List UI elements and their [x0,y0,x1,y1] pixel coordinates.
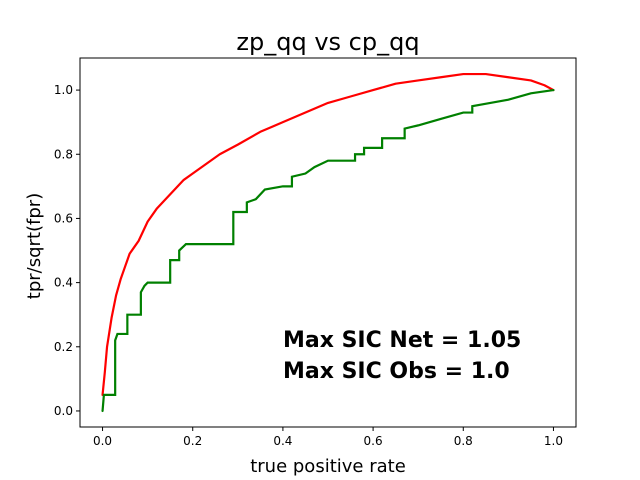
y-tick-label: 0.8 [54,147,73,161]
x-tick-label: 0.8 [454,434,473,448]
plot-frame [79,57,577,428]
plot-area: 0.0 0.2 0.4 0.6 0.8 1.0 0.0 0.2 0.4 0.6 0.8 1.0 [54,57,577,448]
x-tick-label: 0.4 [273,434,292,448]
x-tick-label: 0.0 [93,434,112,448]
series-line-green [101,88,555,413]
y-tick-label: 1.0 [54,83,73,97]
y-tick-label: 0.6 [54,211,73,225]
series-line-red [101,72,555,397]
y-tick-label: 0.2 [54,340,73,354]
x-tick-label: 0.2 [183,434,202,448]
annotation-max-sic-obs: Max SIC Obs = 1.0 [283,359,510,384]
x-tick-label: 1.0 [544,434,563,448]
x-tick-label: 0.6 [364,434,383,448]
y-axis-label: tpr/sqrt(fpr) [24,193,45,299]
annotation-max-sic-net: Max SIC Net = 1.05 [283,328,521,353]
y-tick-label: 0.4 [54,276,73,290]
chart-title: zp_qq vs cp_qq [236,28,419,56]
x-axis-label: true positive rate [250,456,406,477]
y-tick-label: 0.0 [54,404,73,418]
